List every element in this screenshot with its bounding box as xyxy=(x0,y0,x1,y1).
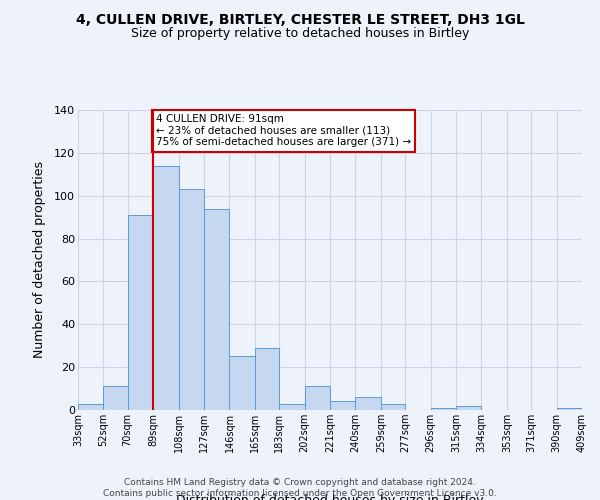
Bar xyxy=(381,404,405,410)
Text: 4, CULLEN DRIVE, BIRTLEY, CHESTER LE STREET, DH3 1GL: 4, CULLEN DRIVE, BIRTLEY, CHESTER LE STR… xyxy=(76,12,524,26)
Bar xyxy=(78,404,103,410)
Bar xyxy=(229,356,255,410)
Bar xyxy=(330,402,355,410)
Bar xyxy=(153,166,179,410)
Text: 4 CULLEN DRIVE: 91sqm
← 23% of detached houses are smaller (113)
75% of semi-det: 4 CULLEN DRIVE: 91sqm ← 23% of detached … xyxy=(156,114,411,148)
Bar xyxy=(204,208,229,410)
Bar xyxy=(279,404,305,410)
Bar xyxy=(355,397,381,410)
Bar xyxy=(128,215,153,410)
Text: Contains HM Land Registry data © Crown copyright and database right 2024.
Contai: Contains HM Land Registry data © Crown c… xyxy=(103,478,497,498)
X-axis label: Distribution of detached houses by size in Birtley: Distribution of detached houses by size … xyxy=(176,494,484,500)
Bar xyxy=(179,190,204,410)
Bar xyxy=(431,408,456,410)
Bar xyxy=(103,386,128,410)
Bar xyxy=(456,406,481,410)
Text: Size of property relative to detached houses in Birtley: Size of property relative to detached ho… xyxy=(131,28,469,40)
Bar xyxy=(557,408,582,410)
Bar xyxy=(255,348,279,410)
Y-axis label: Number of detached properties: Number of detached properties xyxy=(33,162,46,358)
Bar xyxy=(305,386,330,410)
